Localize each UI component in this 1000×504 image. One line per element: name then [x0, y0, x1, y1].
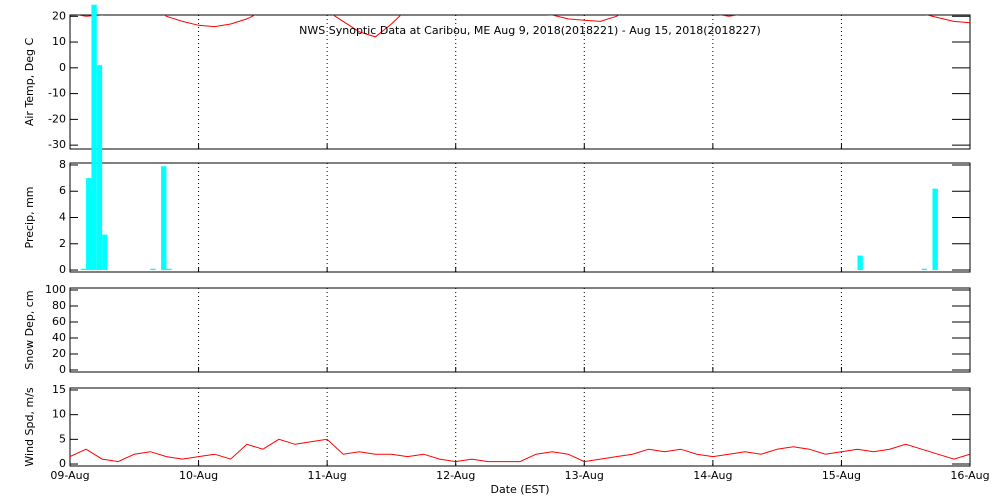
- y-tick-label: 80: [52, 299, 66, 312]
- y-tick-label: 10: [52, 408, 66, 421]
- chart-title: NWS Synoptic Data at Caribou, ME Aug 9, …: [299, 24, 761, 37]
- y-tick-label: -10: [48, 87, 66, 100]
- x-tick-label: 09-Aug: [50, 469, 89, 482]
- x-tick-label: 13-Aug: [565, 469, 604, 482]
- y-tick-label: 4: [59, 211, 66, 224]
- y-tick-label: 0: [59, 457, 66, 470]
- y-tick-label: -30: [48, 138, 66, 151]
- y-tick-label: 100: [45, 283, 66, 296]
- y-axis-label: Precip, mm: [23, 187, 36, 249]
- y-axis-label: Snow Dep, cm: [23, 290, 36, 369]
- bar: [102, 234, 108, 271]
- y-tick-label: 40: [52, 331, 66, 344]
- x-tick-label: 15-Aug: [822, 469, 861, 482]
- line-series: [70, 438, 970, 463]
- bar: [166, 268, 172, 271]
- bar: [161, 166, 167, 271]
- bar: [921, 268, 928, 271]
- y-tick-label: 0: [59, 263, 66, 276]
- bar: [857, 255, 863, 271]
- y-axis-label: Wind Spd, m/s: [23, 387, 36, 467]
- y-tick-label: 2: [59, 237, 66, 250]
- bar: [150, 268, 156, 271]
- series-group: [70, 438, 970, 463]
- y-tick-label: 8: [59, 158, 66, 171]
- bar: [932, 188, 938, 271]
- plot-frame: [69, 14, 971, 150]
- y-tick-label: 10: [52, 35, 66, 48]
- bar: [91, 4, 97, 271]
- bar: [80, 268, 87, 271]
- y-tick-label: 0: [59, 61, 66, 74]
- x-tick-label: 14-Aug: [693, 469, 732, 482]
- y-tick-label: 6: [59, 184, 66, 197]
- y-tick-label: 20: [52, 347, 66, 360]
- y-tick-label: 20: [52, 9, 66, 22]
- x-tick-label: 16-Aug: [950, 469, 989, 482]
- x-tick-label: 11-Aug: [308, 469, 347, 482]
- x-tick-label: 10-Aug: [179, 469, 218, 482]
- y-tick-label: 0: [59, 363, 66, 376]
- y-tick-label: 15: [52, 383, 66, 396]
- bar: [86, 178, 92, 271]
- plot-frame: [69, 387, 971, 467]
- y-tick-label: 5: [59, 432, 66, 445]
- series-group: [74, 15, 970, 38]
- x-tick-label: 12-Aug: [436, 469, 475, 482]
- line-series: [74, 15, 970, 38]
- y-tick-label: -20: [48, 112, 66, 125]
- bar: [96, 65, 103, 271]
- x-axis-label: Date (EST): [490, 483, 549, 496]
- y-tick-label: 60: [52, 315, 66, 328]
- plot-frame: [69, 287, 971, 373]
- y-axis-label: Air Temp, Deg C: [23, 38, 36, 127]
